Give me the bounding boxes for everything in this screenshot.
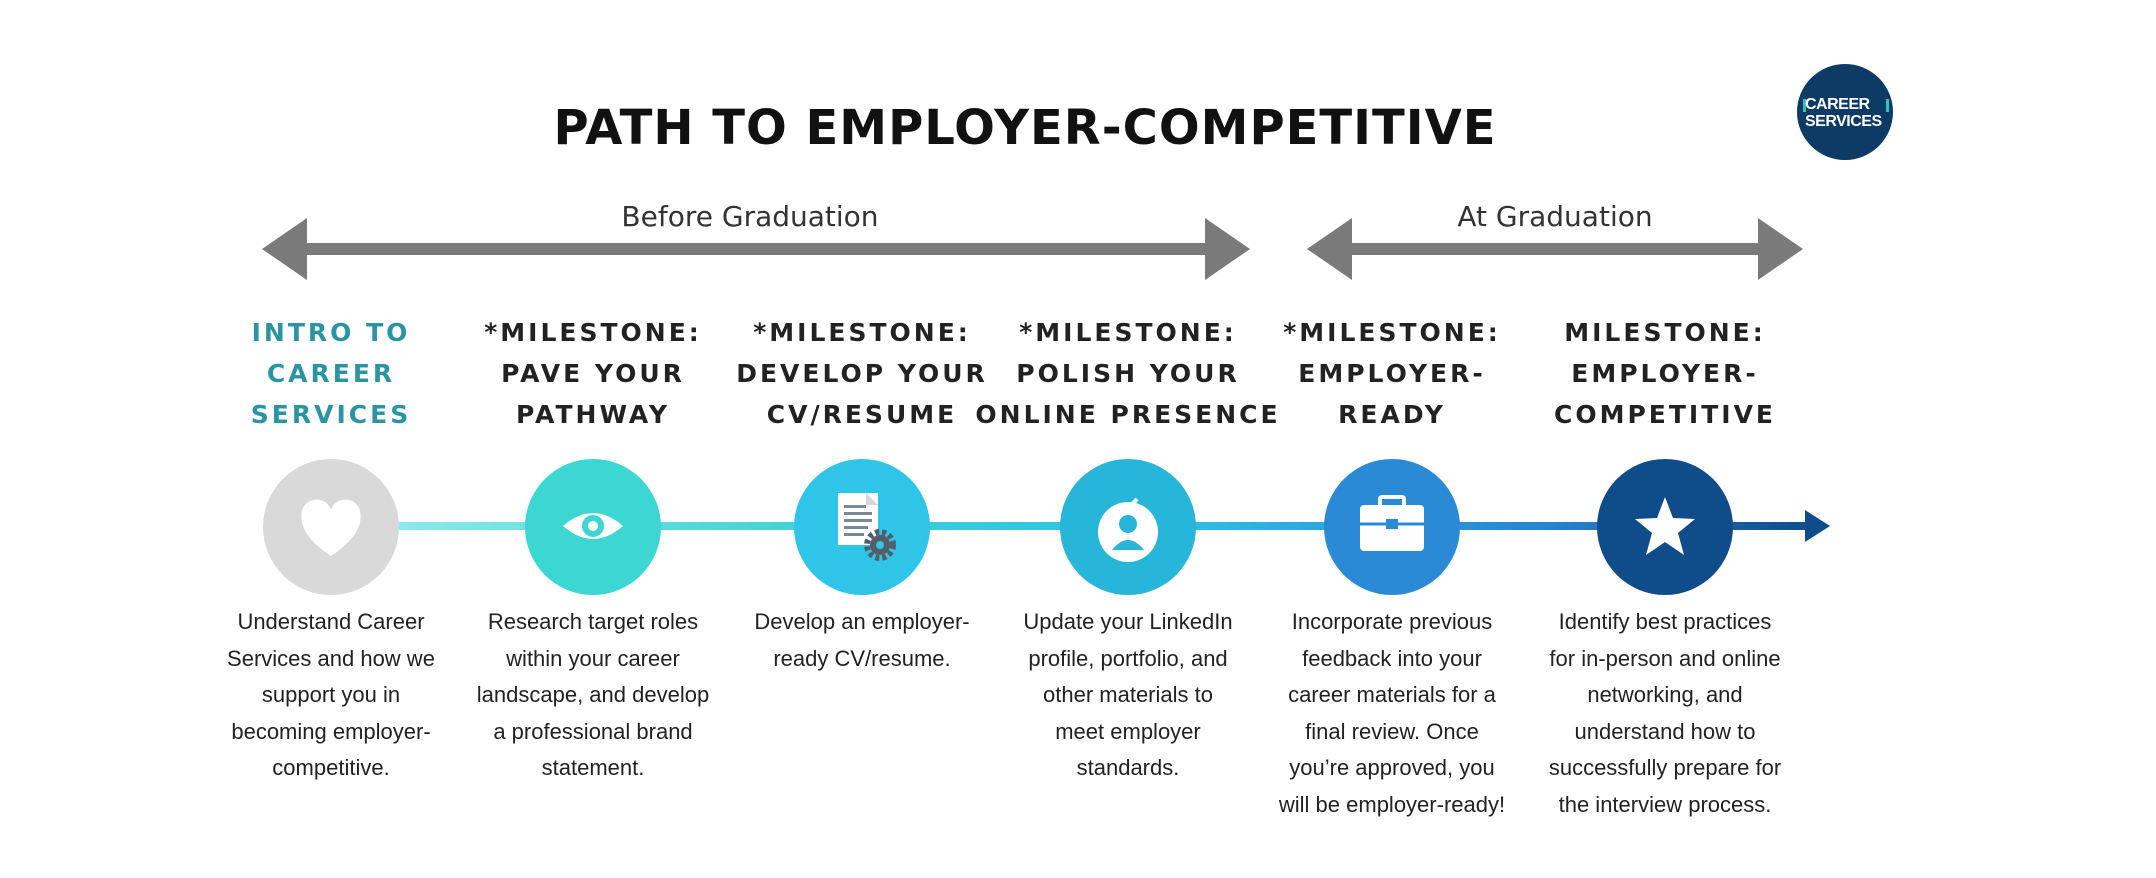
at-graduation-arrow [1307,218,1803,280]
heading-line: *MILESTONE: [753,318,971,347]
desc-line: landscape, and develop [476,682,710,707]
step-heading-competitive: MILESTONE: EMPLOYER- COMPETITIVE [1515,312,1815,435]
desc-line: will be employer-ready! [1278,791,1506,817]
step-description-intro: Understand Career Services and how we su… [186,604,476,787]
heading-line: DEVELOP YOUR [736,359,988,388]
step-heading-cv: *MILESTONE: DEVELOP YOUR CV/RESUME [712,312,1012,435]
desc-line: Research target roles [487,609,699,634]
desc-line: you’re approved, you [1289,755,1495,780]
heading-line: *MILESTONE: [484,318,702,347]
logo-accent-left [1803,99,1806,112]
heading-line: EMPLOYER- [1298,359,1486,388]
logo-line-1: CAREER [1805,96,1870,113]
desc-line: support you in [261,682,401,707]
heading-line: MILESTONE: [1564,318,1766,347]
profile-check-icon [1098,497,1158,562]
heading-line: SERVICES [250,400,412,429]
desc-line: competitive. [272,755,390,780]
logo-line-2: SERVICES [1805,113,1882,130]
desc-line: successfully prepare for [1548,755,1782,780]
desc-line: Incorporate previous [1291,609,1493,634]
heading-line: PAVE YOUR [501,359,685,388]
desc-line: standards. [1076,755,1180,780]
heading-line: CV/RESUME [766,400,958,429]
heading-line: CAREER [266,359,396,388]
heading-line: EMPLOYER- [1571,359,1759,388]
desc-line: within your career [506,645,680,671]
logo-accent-right [1886,99,1889,112]
heading-line: INTRO TO [251,318,411,347]
heading-line: POLISH YOUR [1016,359,1240,388]
desc-line: final review. Once [1305,718,1479,744]
star-icon [1635,497,1695,555]
step-description-cv: Develop an employer- ready CV/resume. [717,604,1007,677]
desc-line: becoming employer- [231,718,431,744]
desc-line: Understand Career [237,609,425,634]
desc-line: meet employer [1055,718,1201,744]
desc-line: ready CV/resume. [773,645,951,671]
desc-line: networking, and [1587,682,1743,707]
briefcase-icon [1360,495,1424,551]
desc-line: statement. [541,755,645,780]
step-heading-online: *MILESTONE: POLISH YOUR ONLINE PRESENCE [958,312,1298,435]
step-heading-pathway: *MILESTONE: PAVE YOUR PATHWAY [443,312,743,435]
desc-line: feedback into your [1302,645,1482,671]
desc-line: career materials for a [1288,682,1496,707]
desc-line: Identify best practices [1558,609,1772,634]
heart-icon [301,499,361,556]
step-description-online: Update your LinkedIn profile, portfolio,… [983,604,1273,787]
step-description-ready: Incorporate previous feedback into your … [1247,604,1537,823]
step-description-pathway: Research target roles within your career… [448,604,738,787]
desc-line: Develop an employer- [754,609,970,634]
eye-icon [563,513,623,539]
desc-line: profile, portfolio, and [1028,645,1228,671]
desc-line: understand how to [1574,718,1756,744]
step-heading-intro: INTRO TO CAREER SERVICES [181,312,481,435]
before-graduation-arrow [262,218,1250,280]
heading-line: *MILESTONE: [1019,318,1237,347]
heading-line: ONLINE PRESENCE [975,400,1281,429]
desc-line: a professional brand [493,718,693,744]
career-services-logo: CAREER SERVICES [1797,64,1893,160]
span-label-at-graduation: At Graduation [1457,200,1653,233]
step-description-competitive: Identify best practices for in-person an… [1520,604,1810,823]
heading-line: *MILESTONE: [1283,318,1501,347]
desc-line: the interview process. [1558,791,1772,817]
span-label-before-graduation: Before Graduation [621,200,879,233]
desc-line: for in-person and online [1549,645,1781,671]
heading-line: PATHWAY [516,400,670,429]
desc-line: other materials to [1043,682,1213,707]
desc-line: Update your LinkedIn [1023,609,1233,634]
desc-line: Services and how we [227,645,435,671]
document-gear-icon [838,493,896,561]
step-heading-ready: *MILESTONE: EMPLOYER- READY [1242,312,1542,435]
heading-line: COMPETITIVE [1553,400,1776,429]
heading-line: READY [1338,400,1446,429]
page-title: PATH TO EMPLOYER-COMPETITIVE [553,100,1497,156]
